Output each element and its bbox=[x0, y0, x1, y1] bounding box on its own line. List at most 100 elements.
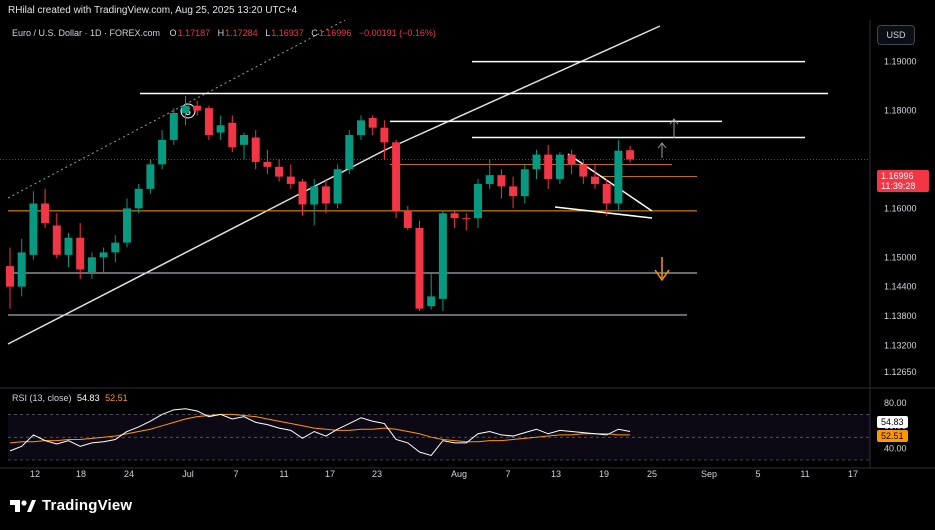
lower-trendline bbox=[7, 149, 386, 345]
time-axis-label: 11 bbox=[279, 469, 288, 479]
close-value: 1.16996 bbox=[318, 28, 352, 38]
candle-body bbox=[427, 296, 436, 307]
price-axis-label: 1.16000 bbox=[884, 203, 917, 213]
grid bbox=[0, 20, 871, 468]
candle-body bbox=[52, 225, 61, 255]
current-price-tag: 1.16996 11:39:28 bbox=[877, 170, 929, 192]
countdown: 11:39:28 bbox=[881, 181, 916, 191]
time-axis-label: 13 bbox=[551, 469, 561, 479]
up-arrow-head-2 bbox=[657, 142, 667, 149]
candle-body bbox=[415, 227, 424, 309]
tradingview-logo[interactable]: TradingView bbox=[10, 497, 132, 514]
candle-body bbox=[438, 213, 447, 299]
time-axis-label: 24 bbox=[124, 469, 134, 479]
price-axis-label: 1.13800 bbox=[884, 311, 917, 321]
candle-body bbox=[204, 108, 213, 136]
drawings: 5 bbox=[7, 20, 828, 345]
candle-body bbox=[567, 154, 576, 165]
time-axis-label: 25 bbox=[647, 469, 657, 479]
time-axis-label: 5 bbox=[755, 469, 760, 479]
time-axis: 12 18 24 Jul 7 11 17 23 Aug 7 13 19 25 Sep 5 11 17 bbox=[0, 467, 935, 479]
currency-button[interactable]: USD bbox=[877, 25, 915, 45]
logo-text: TradingView bbox=[42, 497, 133, 514]
change-value: −0.00191 (−0.16%) bbox=[358, 28, 436, 38]
candle-body bbox=[111, 242, 120, 253]
chart-credit: RHilal created with TradingView.com, Aug… bbox=[8, 5, 298, 16]
channel-dashed-line bbox=[7, 20, 346, 199]
candle-body bbox=[357, 120, 365, 136]
time-axis-label: Jul bbox=[182, 469, 194, 479]
symbol-title: Euro / U.S. Dollar · 1D · FOREX.com bbox=[12, 28, 161, 38]
candle-body bbox=[6, 266, 14, 287]
candle-body bbox=[345, 135, 354, 170]
footer bbox=[0, 488, 935, 530]
high-value: 1.17284 bbox=[225, 28, 258, 38]
low-value: 1.16937 bbox=[271, 28, 304, 38]
price-axis-label: 1.12650 bbox=[884, 367, 917, 377]
chart-canvas[interactable]: 5 1.190001.180001.160001.150001.144001.1… bbox=[0, 20, 935, 488]
candle-body bbox=[41, 203, 50, 224]
wedge-upper-line bbox=[567, 153, 653, 212]
candle-body bbox=[263, 161, 272, 167]
up-arrow-head bbox=[669, 118, 679, 125]
candle-body bbox=[76, 237, 85, 270]
candle-body bbox=[497, 175, 506, 187]
chart-frame[interactable]: 5 1.190001.180001.160001.150001.144001.1… bbox=[0, 20, 935, 488]
symbol-legend: Euro / U.S. Dollar · 1D · FOREX.com O 1.1… bbox=[12, 28, 437, 38]
candle-body bbox=[368, 117, 377, 128]
candle-body bbox=[64, 237, 73, 255]
price-axis-label: 1.15000 bbox=[884, 252, 917, 262]
time-axis-label: 18 bbox=[76, 469, 86, 479]
rsi-axis-label: 80.00 bbox=[884, 398, 907, 408]
candle-body bbox=[298, 181, 307, 205]
price-axis-label: 1.18000 bbox=[884, 106, 917, 116]
candle-body bbox=[579, 164, 588, 177]
price-axis-label: 1.14400 bbox=[884, 282, 917, 292]
candle-body bbox=[146, 164, 155, 189]
candle-body bbox=[532, 154, 541, 170]
open-label: O bbox=[169, 28, 177, 38]
candle-body bbox=[462, 218, 471, 220]
candle-body bbox=[555, 154, 564, 180]
candle-body bbox=[169, 113, 178, 140]
rsi-ma-tag: 52.51 bbox=[877, 430, 908, 442]
time-axis-label: 7 bbox=[233, 469, 238, 479]
candle-body bbox=[275, 166, 284, 177]
candle-body bbox=[626, 150, 635, 160]
time-axis-label: 17 bbox=[325, 469, 335, 479]
time-axis-label: 12 bbox=[30, 469, 40, 479]
candle-body bbox=[123, 208, 131, 243]
top-bar: RHilal created with TradingView.com, Aug… bbox=[0, 0, 935, 20]
down-arrow-head bbox=[654, 269, 670, 282]
candle-body bbox=[602, 183, 611, 204]
candle-body bbox=[99, 252, 108, 258]
candle-body bbox=[251, 137, 260, 162]
rsi-label: RSI (13, close) bbox=[12, 393, 72, 403]
candle-body bbox=[134, 188, 143, 209]
candle-body bbox=[450, 213, 459, 219]
rsi-value: 54.83 bbox=[77, 393, 100, 403]
wedge-lower-line bbox=[554, 206, 653, 219]
candle-body bbox=[17, 252, 26, 287]
candle-body bbox=[403, 210, 412, 228]
candle-body bbox=[380, 127, 389, 143]
tradingview-logo-icon bbox=[10, 499, 36, 512]
price-axis: 1.19000 1.18000 1.16000 1.15000 1.14400 1.138… bbox=[884, 57, 917, 378]
rsi-band bbox=[8, 414, 870, 460]
candle-body bbox=[158, 139, 167, 165]
candle-body bbox=[310, 186, 319, 205]
time-axis-label: 11 bbox=[800, 469, 809, 479]
candle-body bbox=[29, 203, 38, 255]
candle-body bbox=[392, 142, 401, 211]
candle-body bbox=[520, 169, 529, 197]
candle-body bbox=[240, 135, 248, 145]
price-axis-label: 1.19000 bbox=[884, 57, 917, 67]
time-axis-label: 23 bbox=[372, 469, 382, 479]
time-axis-label: 19 bbox=[599, 469, 609, 479]
candle-body bbox=[193, 105, 202, 111]
candle-body bbox=[333, 169, 342, 204]
candle-body bbox=[181, 105, 190, 114]
candles bbox=[6, 95, 635, 312]
candle-body bbox=[591, 176, 599, 184]
